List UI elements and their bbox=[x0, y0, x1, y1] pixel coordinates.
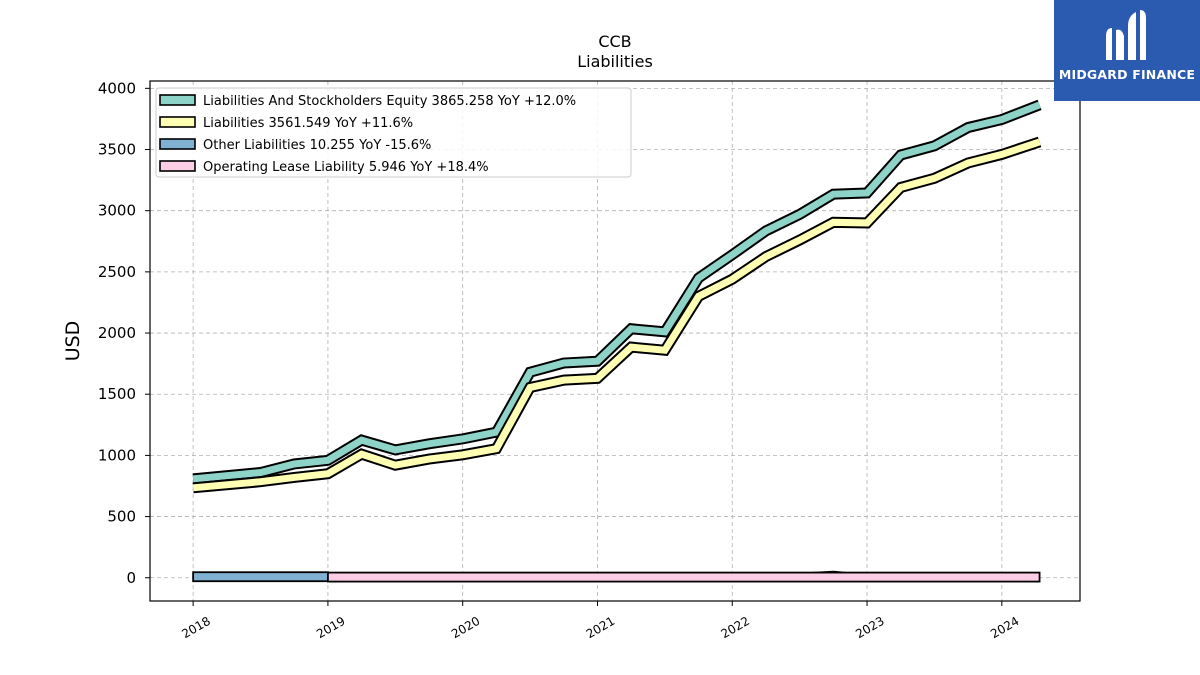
series-band-3 bbox=[327, 571, 1041, 583]
legend-label-2: Other Liabilities 10.255 YoY -15.6% bbox=[203, 138, 431, 153]
y-tick-label: 2500 bbox=[98, 263, 136, 281]
chart-subtitle: Liabilities bbox=[577, 52, 653, 71]
x-tick-label: 2022 bbox=[719, 614, 752, 641]
legend-swatch-1 bbox=[159, 116, 196, 128]
legend-swatch-0 bbox=[159, 94, 196, 106]
y-tick-label: 3000 bbox=[98, 202, 136, 220]
legend-label-1: Liabilities 3561.549 YoY +11.6% bbox=[203, 116, 413, 131]
legend: Liabilities And Stockholders Equity 3865… bbox=[155, 87, 632, 178]
series-layer bbox=[192, 99, 1042, 583]
y-tick-label: 0 bbox=[126, 569, 136, 587]
y-tick-label: 4000 bbox=[98, 79, 136, 97]
y-tick-label: 1000 bbox=[98, 446, 136, 464]
y-tick-label: 3500 bbox=[98, 141, 136, 159]
legend-swatch-3 bbox=[159, 160, 196, 172]
chart-title: CCB bbox=[598, 32, 631, 51]
y-tick-label: 1500 bbox=[98, 385, 136, 403]
x-tick-label: 2024 bbox=[988, 614, 1021, 641]
series-line-0 bbox=[192, 101, 1041, 483]
x-tick-label: 2023 bbox=[853, 614, 886, 641]
y-tick-label: 500 bbox=[107, 508, 136, 526]
legend-box bbox=[155, 87, 632, 178]
x-tick-label: 2021 bbox=[584, 614, 617, 641]
series-outline-1 bbox=[192, 136, 1042, 494]
logo-text: MIDGARD FINANCE bbox=[1058, 67, 1196, 82]
legend-swatch-2 bbox=[159, 138, 196, 150]
logo-mark-icon bbox=[1106, 10, 1146, 60]
brand-logo: MIDGARD FINANCE bbox=[1054, 0, 1200, 101]
x-tick-label: 2018 bbox=[179, 614, 212, 641]
plot-frame bbox=[149, 80, 1081, 602]
y-axis-label: USD bbox=[62, 321, 84, 362]
legend-label-3: Operating Lease Liability 5.946 YoY +18.… bbox=[203, 160, 489, 175]
series-line-1 bbox=[192, 138, 1041, 492]
y-tick-label: 2000 bbox=[98, 324, 136, 342]
x-tick-label: 2020 bbox=[449, 614, 482, 641]
series-band-2 bbox=[192, 571, 329, 583]
x-tick-label: 2019 bbox=[314, 614, 347, 641]
legend-label-0: Liabilities And Stockholders Equity 3865… bbox=[203, 94, 576, 109]
